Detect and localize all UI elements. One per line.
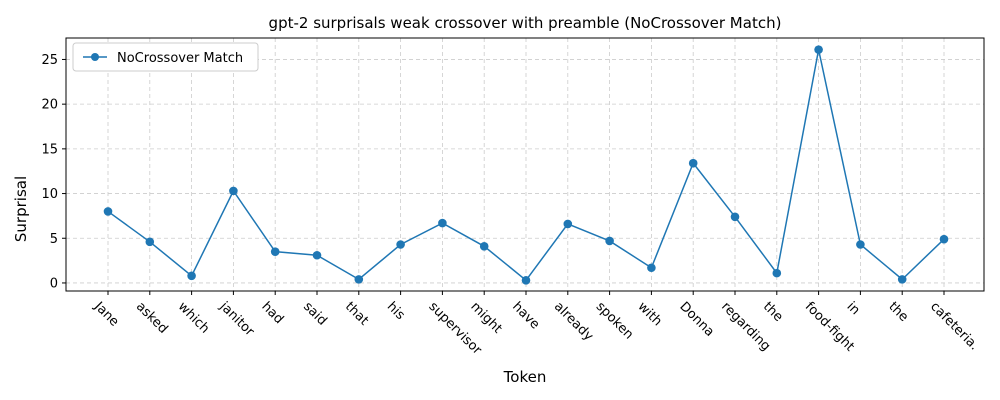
- data-point: [270, 247, 280, 256]
- x-tick-label: his: [384, 299, 408, 323]
- series-group: [103, 45, 949, 285]
- y-tick-label: 25: [41, 53, 58, 68]
- y-axis-label: Surprisal: [12, 176, 30, 242]
- x-tick-label: asked: [133, 299, 171, 337]
- grid-lines: [66, 38, 984, 291]
- data-point: [479, 242, 489, 251]
- legend-marker: [91, 53, 99, 61]
- x-tick-label: in: [844, 299, 863, 318]
- x-tick-label: that: [342, 299, 371, 328]
- legend: NoCrossover Match: [72, 42, 259, 72]
- data-point: [647, 263, 656, 273]
- data-point: [939, 234, 949, 244]
- data-point: [688, 158, 698, 168]
- x-tick-label: with: [635, 299, 665, 329]
- x-axis-label: Token: [503, 368, 547, 386]
- x-tick-label: spoken: [593, 299, 636, 342]
- y-axis-ticks: 0 5 10 15 20 25: [41, 53, 66, 291]
- x-tick-label: said: [300, 299, 329, 328]
- data-point: [145, 237, 155, 247]
- data-point: [103, 207, 113, 216]
- y-tick-label: 5: [50, 232, 58, 247]
- data-point: [856, 240, 865, 249]
- chart-title: gpt-2 surprisals weak crossover with pre…: [269, 14, 782, 32]
- data-point: [897, 275, 907, 284]
- x-tick-label: might: [467, 299, 504, 336]
- x-tick-label: Donna: [676, 299, 717, 340]
- y-tick-label: 10: [41, 187, 58, 202]
- x-tick-label: janitor: [216, 299, 257, 340]
- data-point: [438, 218, 447, 228]
- x-tick-label: Jane: [90, 299, 121, 330]
- legend-label: NoCrossover Match: [117, 51, 243, 66]
- y-tick-label: 15: [41, 142, 58, 157]
- data-point: [187, 271, 196, 281]
- data-point: [354, 275, 364, 284]
- x-tick-label: the: [760, 299, 786, 325]
- x-tick-label: the: [885, 299, 911, 325]
- x-tick-label: had: [258, 299, 286, 327]
- data-point: [772, 268, 782, 278]
- data-point: [814, 45, 823, 54]
- x-tick-label: which: [175, 299, 212, 336]
- data-point: [730, 212, 740, 222]
- legend-box: [72, 42, 259, 72]
- data-point: [563, 219, 573, 229]
- x-tick-label: have: [509, 299, 542, 332]
- plot-frame: [65, 37, 985, 292]
- data-point: [396, 240, 405, 249]
- x-tick-label: already: [551, 299, 596, 344]
- x-tick-label: cafeteria.: [927, 299, 981, 353]
- data-point: [605, 236, 614, 246]
- data-point: [521, 275, 531, 285]
- x-axis-ticks: Jane asked which janitor had said that his super…: [90, 291, 982, 358]
- data-point: [312, 250, 322, 260]
- y-tick-label: 20: [41, 98, 58, 113]
- data-point: [229, 186, 238, 196]
- y-tick-label: 0: [50, 276, 58, 291]
